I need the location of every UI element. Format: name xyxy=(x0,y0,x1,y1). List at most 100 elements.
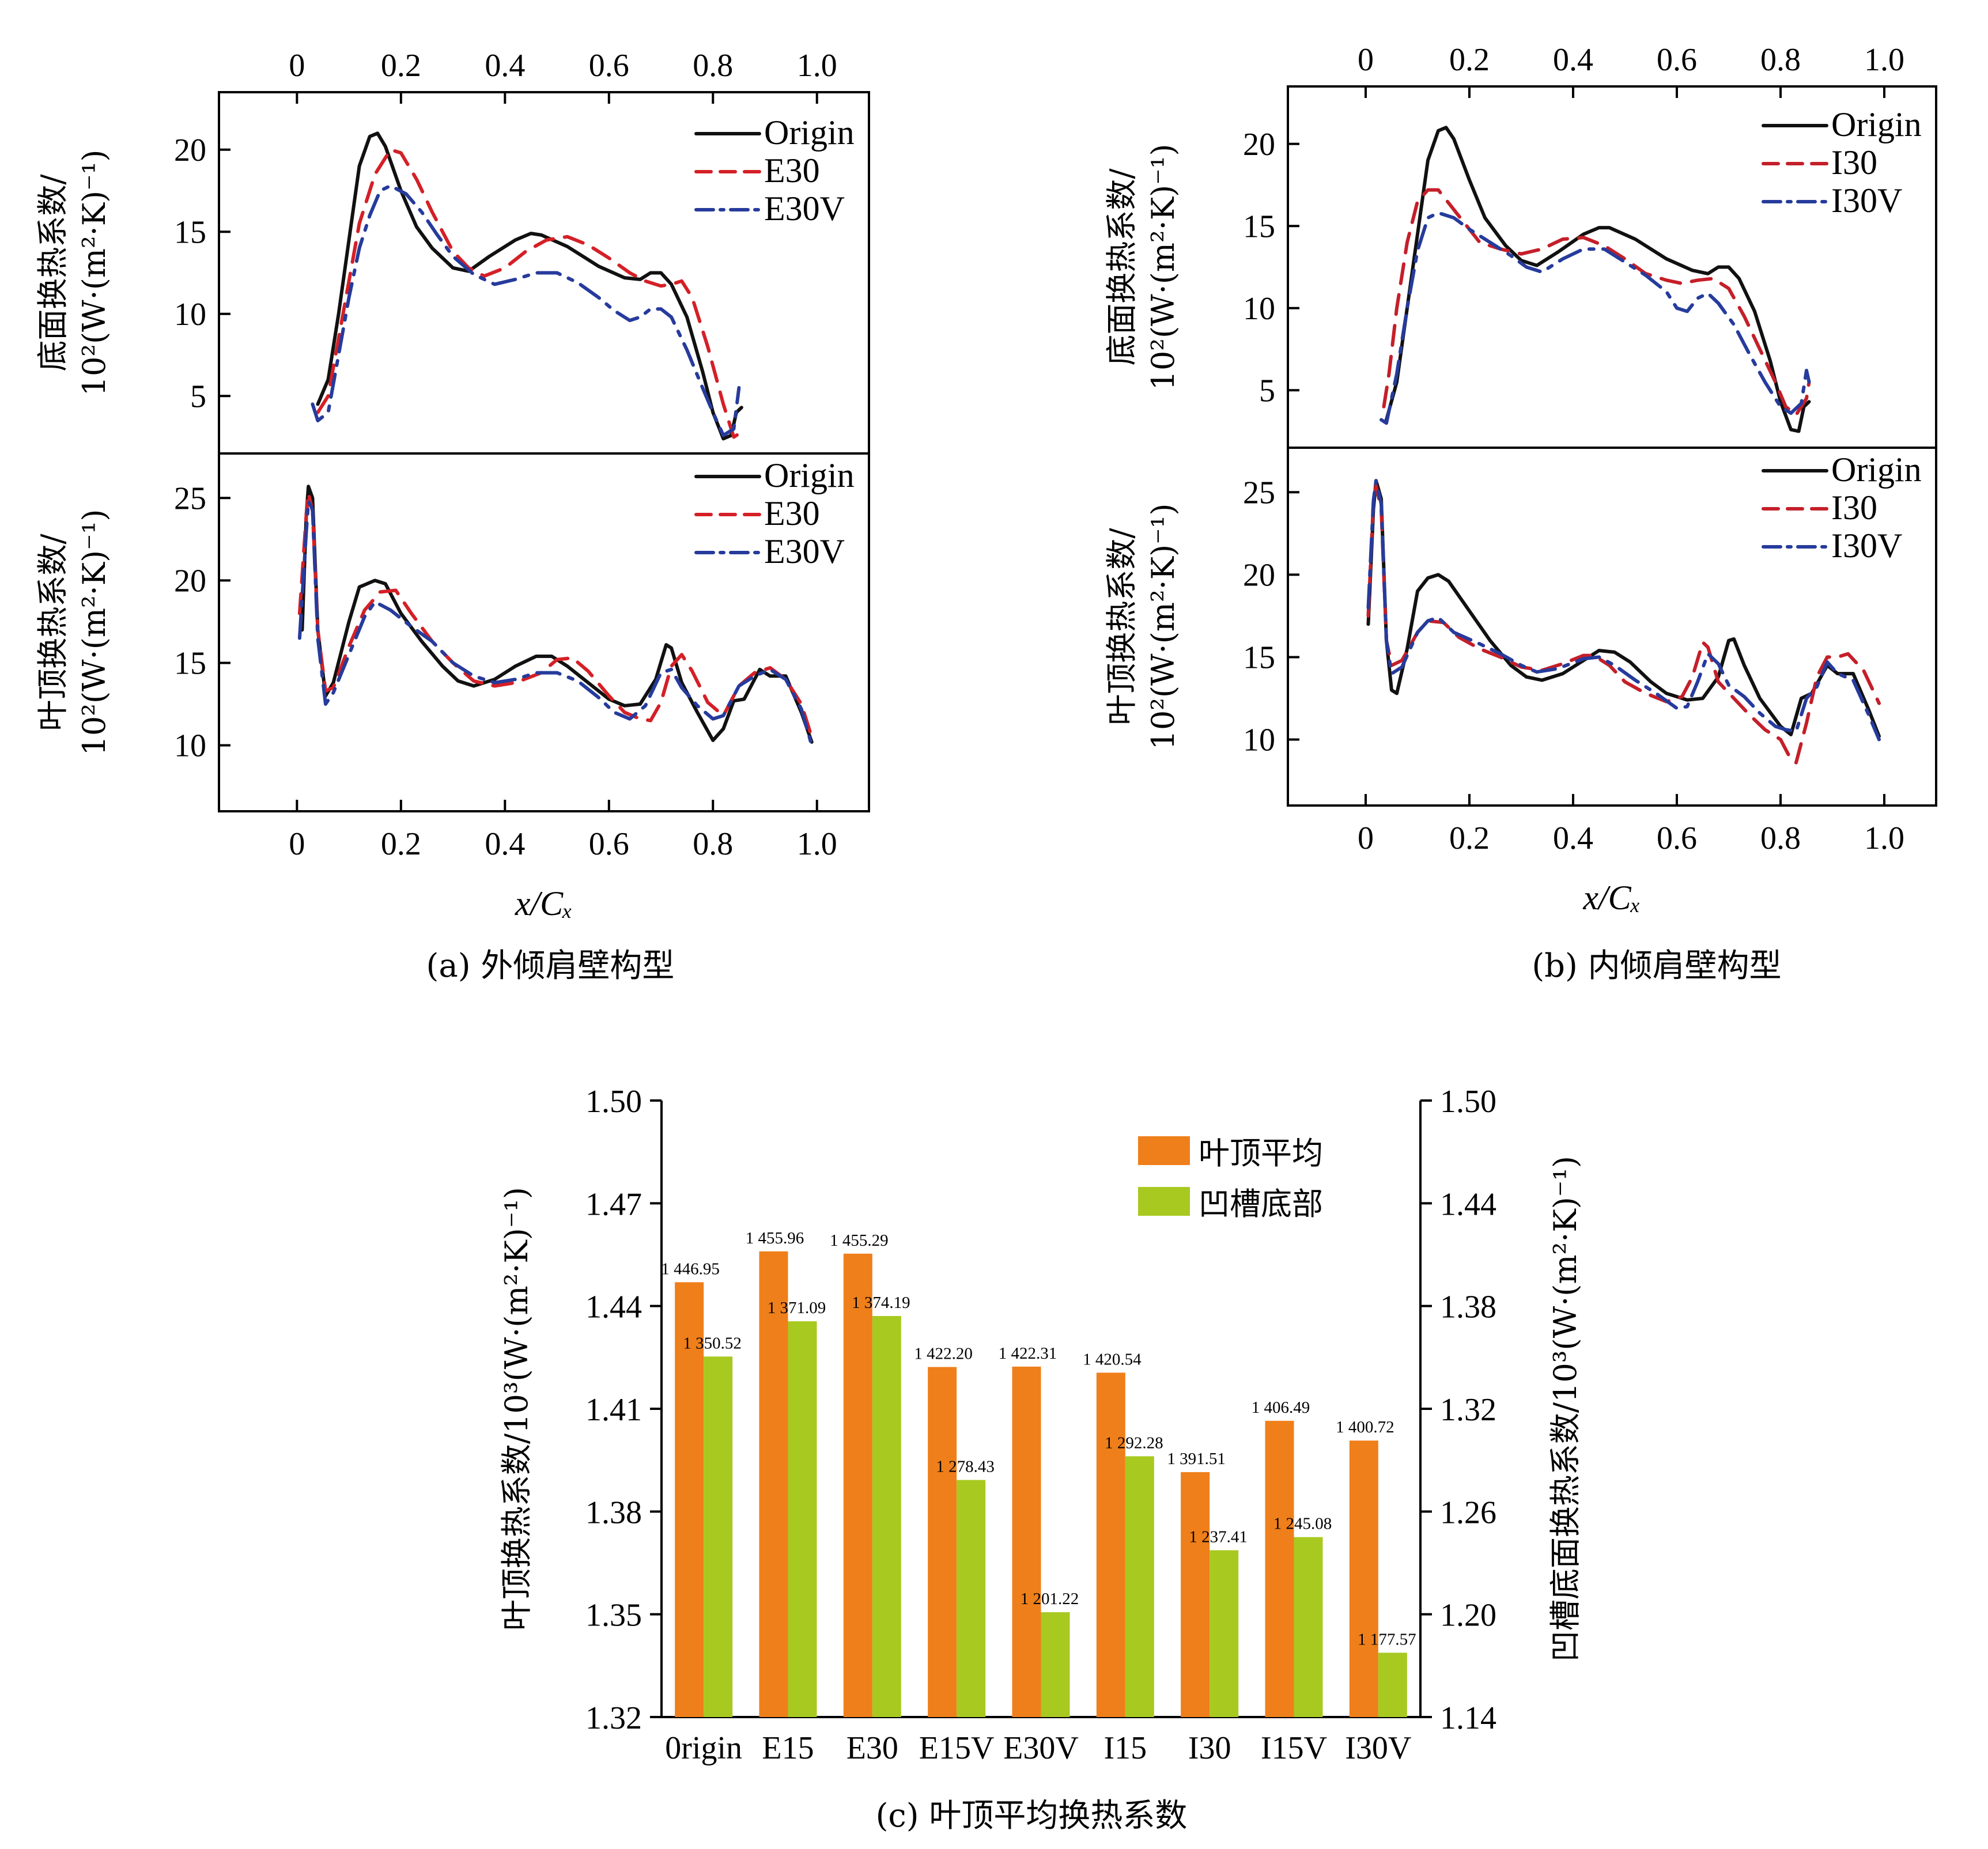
category-label: I30V xyxy=(1345,1730,1411,1766)
y-tick-label-right: 1.26 xyxy=(1440,1495,1496,1530)
y-tick-label: 5 xyxy=(1259,373,1275,409)
x-tick-label-top: 0.4 xyxy=(1553,42,1593,78)
y-tick-label-left: 1.38 xyxy=(585,1495,642,1530)
legend-label-groove: 凹槽底部 xyxy=(1199,1186,1323,1222)
panel-c-bar-chart: 1.32 1.35 1.38 1.41 1.44 1.47 1.50 1.14 1.20 1.26… xyxy=(498,1084,1583,1766)
bar-tip-avg xyxy=(1012,1366,1041,1717)
legend-label-i30: I30 xyxy=(1831,489,1877,527)
data-label-groove: 1 245.08 xyxy=(1273,1515,1332,1533)
bar-tip-avg xyxy=(1181,1472,1210,1717)
data-label-tip-avg: 1 422.31 xyxy=(999,1344,1057,1363)
y-tick-label-left: 1.35 xyxy=(585,1598,642,1634)
category-label: E15 xyxy=(762,1730,814,1766)
y-axis-label-line2: 10²(W·(m²·K)⁻¹) xyxy=(1145,144,1181,391)
bar-groove xyxy=(957,1480,986,1717)
data-label-tip-avg: 1 446.95 xyxy=(661,1260,720,1278)
legend-label-tip-avg: 叶顶平均 xyxy=(1199,1135,1323,1171)
y-tick-label: 20 xyxy=(1243,127,1275,162)
legend-swatch-groove xyxy=(1138,1187,1190,1216)
data-label-groove: 1 177.57 xyxy=(1358,1630,1416,1648)
bar-groove xyxy=(1378,1653,1407,1717)
bar-groove xyxy=(704,1356,733,1717)
y-tick-label: 20 xyxy=(174,133,206,168)
data-label-groove: 1 371.09 xyxy=(768,1299,826,1317)
bar-tip-avg xyxy=(928,1367,957,1717)
y-tick-label-right: 1.50 xyxy=(1440,1084,1496,1120)
bar-tip-avg xyxy=(1096,1372,1125,1717)
y-tick-label: 15 xyxy=(1243,209,1275,244)
x-tick-label-top: 0.4 xyxy=(485,48,525,84)
y-tick-label: 10 xyxy=(174,728,206,764)
x-tick-label-bottom: 1.0 xyxy=(1864,820,1904,856)
y-tick-label-right: 1.20 xyxy=(1440,1598,1496,1634)
bar-tip-avg xyxy=(1265,1420,1294,1717)
y-axis-label-line1: 底面换热系数/ xyxy=(35,174,71,372)
data-label-groove: 1 292.28 xyxy=(1105,1434,1163,1452)
x-tick-label-top: 1.0 xyxy=(1864,42,1904,78)
x-tick-label-top: 0.8 xyxy=(693,48,733,84)
y-tick-label: 10 xyxy=(174,297,206,332)
legend-label-origin: Origin xyxy=(1831,451,1922,489)
data-label-tip-avg: 1 455.29 xyxy=(830,1231,889,1250)
category-label: E30 xyxy=(846,1730,898,1766)
y-tick-label: 15 xyxy=(1243,640,1275,675)
data-label-groove: 1 201.22 xyxy=(1021,1590,1079,1608)
series-line-origin xyxy=(316,131,743,441)
x-tick-label-bottom: 0 xyxy=(1358,820,1374,856)
x-tick-label-bottom: 1.0 xyxy=(797,826,837,862)
category-label: E30V xyxy=(1003,1730,1079,1766)
legend-label-e30v: E30V xyxy=(764,190,845,228)
series-line-i30 xyxy=(1382,188,1811,417)
y-tick-label-right: 1.38 xyxy=(1440,1290,1496,1325)
x-tick-label-bottom: 0.2 xyxy=(381,826,421,862)
series-line-i30 xyxy=(1366,483,1881,765)
plot-frame xyxy=(1287,447,1937,807)
y-axis-label: 底面换热系数/10²(W·(m²·K)⁻¹) xyxy=(1103,144,1181,391)
x-tick-label-top: 0.6 xyxy=(589,48,629,84)
data-label-tip-avg: 1 406.49 xyxy=(1252,1398,1310,1417)
y-tick-label-left: 1.32 xyxy=(585,1700,642,1736)
y-tick-label-left: 1.50 xyxy=(585,1084,642,1120)
x-tick-label-bottom: 0.4 xyxy=(1553,820,1593,856)
x-axis-label: x/Cₓ xyxy=(1582,879,1641,917)
data-label-groove: 1 374.19 xyxy=(852,1294,910,1312)
legend-label-origin: Origin xyxy=(764,114,855,152)
x-axis-label: x/Cₓ xyxy=(515,884,573,922)
x-tick-label-bottom: 0.6 xyxy=(589,826,629,862)
x-tick-label-top: 0 xyxy=(1358,42,1374,78)
data-label-tip-avg: 1 455.96 xyxy=(746,1229,804,1247)
legend-label-e30: E30 xyxy=(764,152,820,190)
data-label-tip-avg: 1 400.72 xyxy=(1336,1418,1394,1436)
series-line-i30v xyxy=(1379,211,1811,425)
y-axis-label-line2: 10²(W·(m²·K)⁻¹) xyxy=(76,150,112,396)
legend-label-e30v: E30V xyxy=(764,532,845,570)
data-label-groove: 1 237.41 xyxy=(1189,1527,1248,1546)
bar-groove xyxy=(872,1315,901,1717)
caption-b: (b) 内倾肩壁构型 xyxy=(1532,947,1781,985)
y-axis-label-line2: 10²(W·(m²·K)⁻¹) xyxy=(1145,504,1181,750)
y-tick-label-left: 1.47 xyxy=(585,1186,642,1222)
caption-c: (c) 叶顶平均换热系数 xyxy=(876,1797,1188,1835)
category-label: I15V xyxy=(1261,1730,1327,1766)
y-axis-label-line1: 叶顶换热系数/ xyxy=(35,534,71,731)
y-tick-label: 10 xyxy=(1243,723,1275,758)
caption-a: (a) 外倾肩壁构型 xyxy=(426,947,675,985)
series-line-origin xyxy=(1366,479,1881,738)
y-tick-label: 20 xyxy=(174,563,206,599)
y-tick-label: 15 xyxy=(174,645,206,681)
y-axis-label: 叶顶换热系数/10²(W·(m²·K)⁻¹) xyxy=(35,509,112,756)
y-tick-label-right: 1.44 xyxy=(1440,1186,1496,1222)
bar-tip-avg xyxy=(843,1253,872,1717)
y-tick-label: 15 xyxy=(174,214,206,250)
y-axis-label-line2: 10²(W·(m²·K)⁻¹) xyxy=(76,509,112,756)
panel-a-tip-plot: 10 15 20 25 0 0.2 0.4 0.6 0.8 1.0 叶顶换热系数/10²(W·(m²… xyxy=(35,452,870,922)
y-axis-label: 底面换热系数/10²(W·(m²·K)⁻¹) xyxy=(35,150,112,396)
data-label-tip-avg: 1 391.51 xyxy=(1167,1450,1226,1468)
x-tick-label-top: 0.2 xyxy=(381,48,421,84)
y-axis-label: 叶顶换热系数/10²(W·(m²·K)⁻¹) xyxy=(1103,504,1181,750)
series-line-origin xyxy=(1385,126,1811,433)
x-tick-label-bottom: 0.2 xyxy=(1449,820,1490,856)
bar-groove xyxy=(1041,1612,1070,1717)
x-tick-label-top: 0 xyxy=(289,48,305,84)
